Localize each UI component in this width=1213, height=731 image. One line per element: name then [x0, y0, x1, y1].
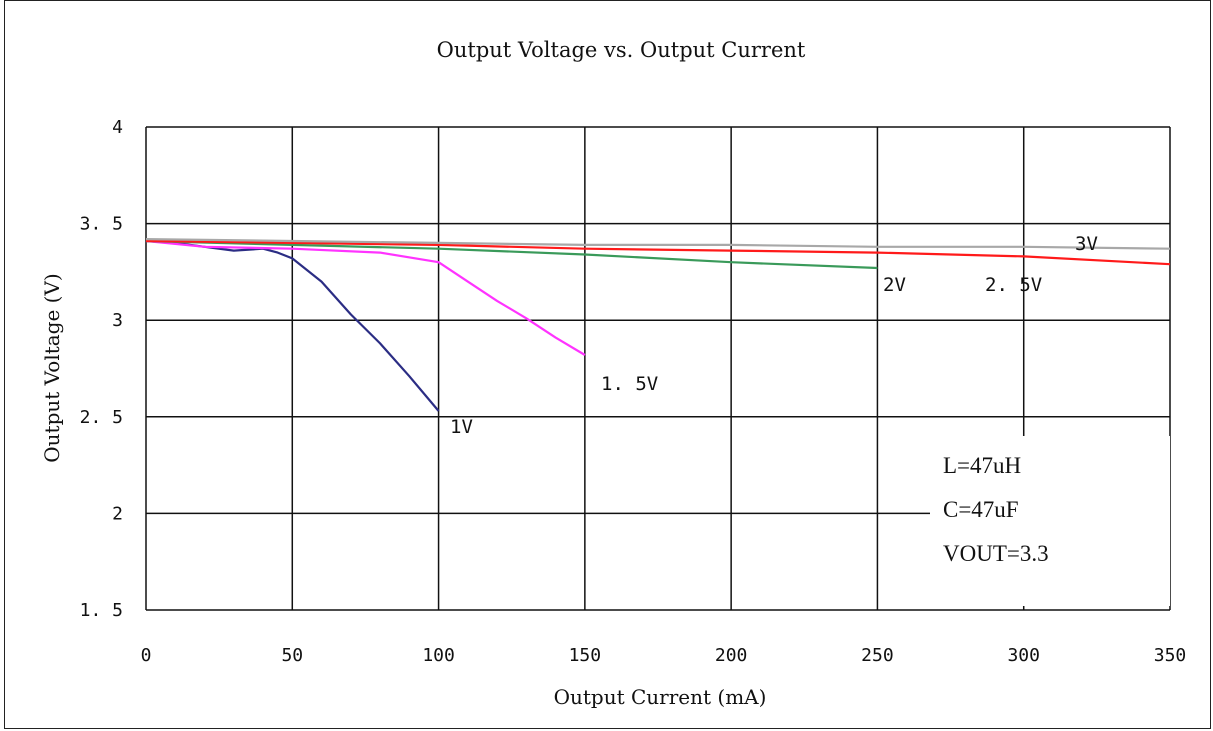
series-label-3: 2. 5V — [985, 274, 1042, 296]
x-tick-label: 150 — [569, 645, 602, 666]
series-label-2: 2V — [883, 274, 906, 296]
label-layer: 0 50 100 150 200 250 300 350 1. 5 2 2. 5 3 3. 5 4 1V 1.… — [80, 117, 1187, 666]
series-line-2 — [145, 239, 878, 270]
x-tick-label: 250 — [861, 645, 894, 666]
chart-title: Output Voltage vs. Output Current — [437, 38, 806, 62]
series-layer — [145, 238, 1171, 412]
annotation-inductance: L=47uH — [943, 453, 1021, 478]
x-axis-title: Output Current (mA) — [554, 685, 767, 709]
annotation-vout: VOUT=3.3 — [943, 541, 1049, 566]
series-label-4: 3V — [1075, 233, 1098, 255]
series-label-1: 1. 5V — [601, 373, 658, 395]
y-tick-label: 3 — [112, 310, 123, 331]
y-tick-label: 4 — [112, 117, 123, 138]
series-line-4 — [145, 238, 1171, 250]
annotation-box-bg — [930, 436, 1170, 606]
y-axis-title: Output Voltage (V) — [40, 273, 64, 462]
x-tick-label: 200 — [715, 645, 748, 666]
y-tick-label: 1. 5 — [80, 600, 123, 621]
x-tick-label: 100 — [422, 645, 455, 666]
x-tick-label: 50 — [281, 645, 303, 666]
x-tick-label: 350 — [1154, 645, 1187, 666]
y-tick-label: 2 — [112, 503, 123, 524]
series-line-3 — [145, 239, 1171, 266]
chart-svg: L=47uH C=47uF VOUT=3.3 0 50 100 150 200 250 30… — [40, 38, 1187, 709]
annotation-capacitance: C=47uF — [943, 497, 1019, 522]
x-tick-label: 300 — [1007, 645, 1040, 666]
annotation-box: L=47uH C=47uF VOUT=3.3 — [930, 436, 1170, 606]
series-label-0: 1V — [450, 416, 473, 438]
y-tick-label: 2. 5 — [80, 407, 123, 428]
chart-frame: L=47uH C=47uF VOUT=3.3 0 50 100 150 200 250 30… — [4, 0, 1211, 729]
x-tick-label: 0 — [141, 645, 152, 666]
series-line-1 — [145, 239, 586, 356]
y-tick-label: 3. 5 — [80, 214, 123, 235]
